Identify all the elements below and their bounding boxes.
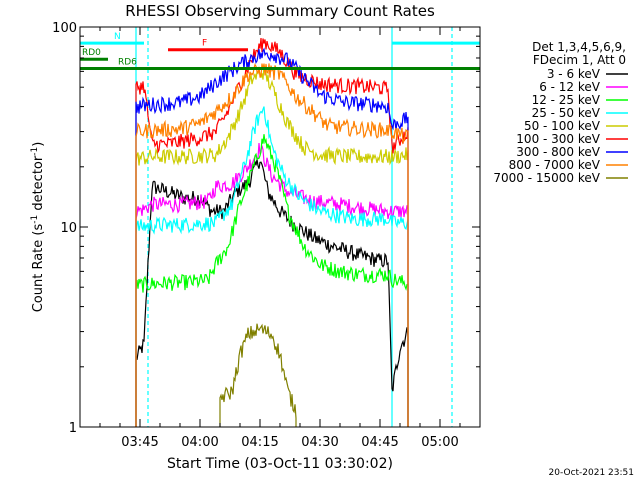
series-line bbox=[135, 134, 409, 427]
legend-entry-label: 12 - 25 keV bbox=[532, 93, 601, 107]
legend-entry-label: 300 - 800 keV bbox=[516, 145, 600, 159]
legend-entry-label: 7000 - 15000 keV bbox=[493, 171, 600, 185]
series-5 bbox=[135, 64, 409, 427]
flag-label-1: N bbox=[114, 32, 121, 42]
series-line bbox=[135, 38, 409, 427]
legend-entry-label: 50 - 100 keV bbox=[524, 119, 601, 133]
x-tick-label: 05:00 bbox=[421, 435, 458, 450]
series-line bbox=[135, 159, 409, 427]
chart-title: RHESSI Observing Summary Count Rates bbox=[125, 2, 435, 20]
legend-header-line: FDecim 1, Att 0 bbox=[533, 53, 626, 67]
generation-timestamp: 20-Oct-2021 23:51 bbox=[549, 468, 634, 478]
series-line bbox=[219, 323, 297, 427]
series-7 bbox=[135, 47, 409, 427]
legend-entry-label: 3 - 6 keV bbox=[547, 67, 601, 81]
x-tick-label: 03:45 bbox=[121, 435, 158, 450]
flag-label-5: RD6 bbox=[118, 58, 137, 68]
series-9 bbox=[219, 323, 297, 427]
legend-header-line: Det 1,3,4,5,6,9, bbox=[532, 40, 626, 54]
axes: 1 10 100 03:45 04:00 04:15 04:30 04:45 05:00 bbox=[52, 21, 481, 450]
series-2 bbox=[135, 142, 409, 427]
legend-entry-label: 6 - 12 keV bbox=[539, 80, 601, 94]
x-tick-label: 04:00 bbox=[181, 435, 218, 450]
legend-entry-label: 800 - 7000 keV bbox=[509, 158, 601, 172]
legend-entry-label: 25 - 50 keV bbox=[532, 106, 601, 120]
series-4 bbox=[135, 106, 409, 427]
series-line bbox=[135, 142, 409, 427]
flag-label-3: F bbox=[202, 39, 207, 49]
legend: Det 1,3,4,5,6,9,FDecim 1, Att 03 - 6 keV… bbox=[493, 40, 628, 185]
flag-bars: N F RD0 RD6 bbox=[80, 32, 480, 71]
y-tick-label: 1 bbox=[69, 421, 77, 436]
x-tick-label: 04:15 bbox=[241, 435, 278, 450]
legend-entry-label: 100 - 300 keV bbox=[516, 132, 600, 146]
series-3 bbox=[135, 134, 409, 427]
y-tick-label: 10 bbox=[60, 221, 77, 236]
series-1 bbox=[135, 159, 409, 427]
series-line bbox=[135, 106, 409, 427]
y-axis-label: Count Rate (s-1 detector-1) bbox=[30, 142, 46, 313]
y-tick-label: 100 bbox=[52, 21, 77, 36]
series-6 bbox=[135, 38, 409, 427]
series-line bbox=[135, 47, 409, 427]
x-tick-label: 04:45 bbox=[361, 435, 398, 450]
x-tick-label: 04:30 bbox=[301, 435, 338, 450]
x-axis-label: Start Time (03-Oct-11 03:30:02) bbox=[167, 456, 393, 472]
series-line bbox=[135, 64, 409, 427]
flag-label-4: RD0 bbox=[82, 48, 101, 58]
